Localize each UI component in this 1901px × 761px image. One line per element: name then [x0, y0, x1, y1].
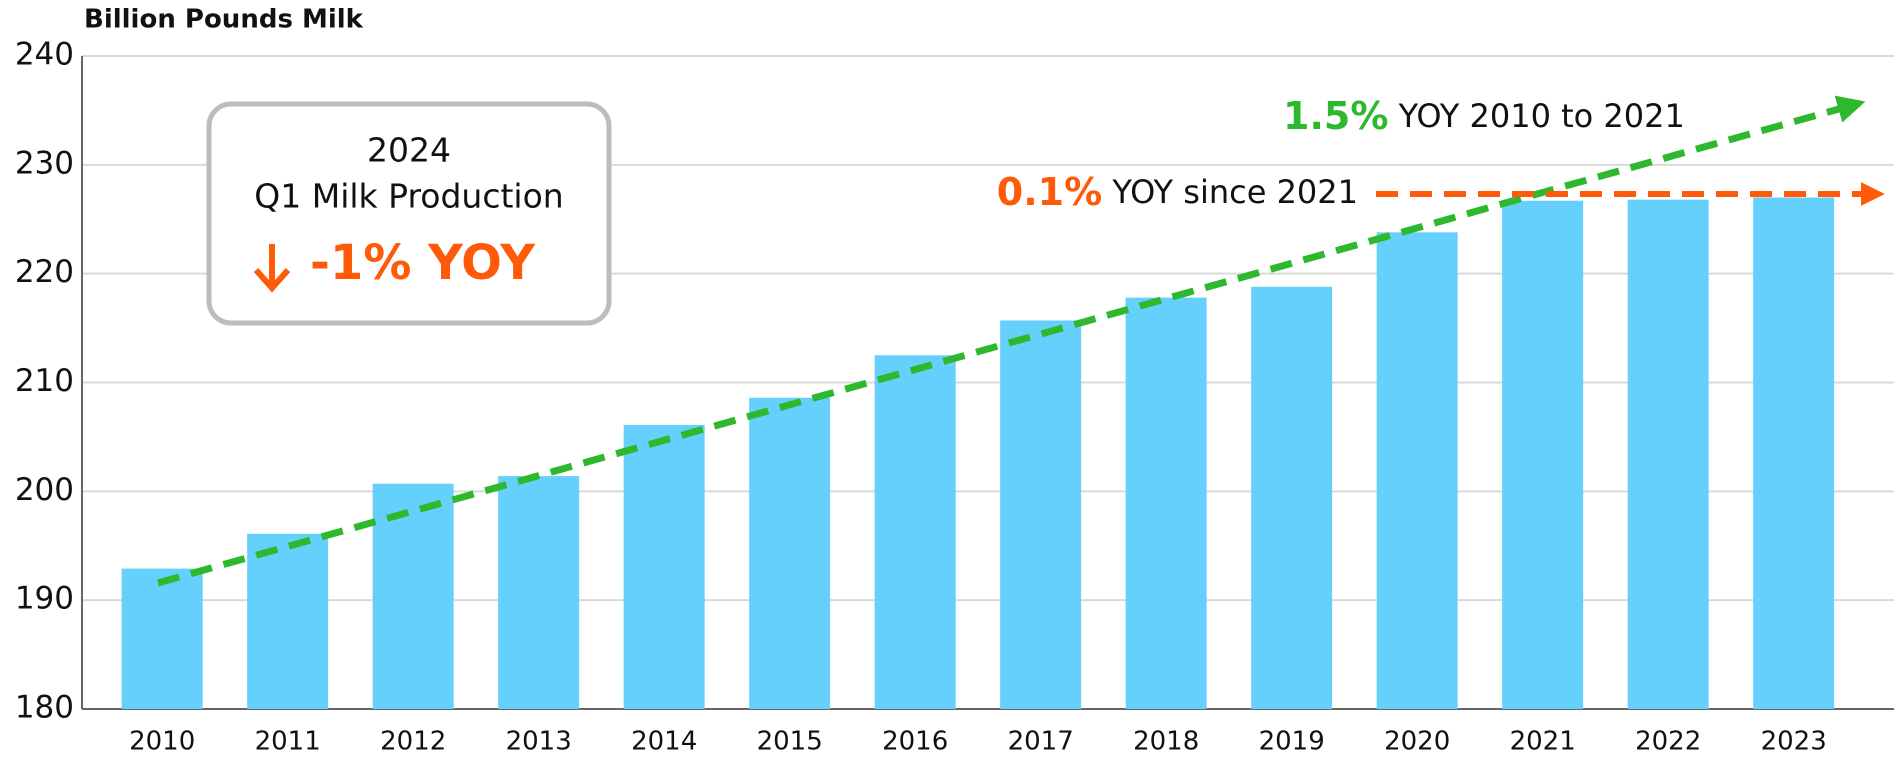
- trend-line: [157, 95, 1866, 587]
- y-tick-label: 240: [15, 37, 74, 73]
- callout-box: [206, 101, 612, 326]
- bar: [1502, 200, 1584, 709]
- x-tick-label: 2019: [1259, 727, 1325, 757]
- callout-change: -1% YOY: [310, 235, 536, 291]
- x-tick-label: 2012: [380, 727, 446, 757]
- bar: [1376, 232, 1458, 709]
- y-tick-label: 220: [15, 254, 74, 290]
- y-tick-label: 210: [15, 363, 74, 399]
- annotation: 0.1% YOY since 2021: [997, 170, 1358, 214]
- bar: [121, 568, 203, 709]
- down-arrow: [253, 244, 291, 293]
- x-tick-label: 2016: [882, 727, 948, 757]
- x-tick-label: 2015: [757, 727, 823, 757]
- x-tick-label: 2010: [129, 727, 195, 757]
- bar: [247, 533, 329, 709]
- annotation-text: YOY since 2021: [1111, 173, 1358, 211]
- annotation-text: YOY 2010 to 2021: [1398, 97, 1685, 135]
- callout-subtitle: Q1 Milk Production: [254, 177, 563, 216]
- x-tick-label: 2014: [631, 727, 697, 757]
- y-tick-label: 180: [15, 690, 74, 726]
- bar: [1753, 197, 1835, 709]
- x-tick-label: 2018: [1133, 727, 1199, 757]
- bar: [1125, 297, 1207, 709]
- x-tick-label: 2022: [1635, 727, 1701, 757]
- y-tick-label: 200: [15, 472, 74, 508]
- bar: [749, 397, 831, 709]
- y-tick-label: 230: [15, 145, 74, 181]
- x-tick-label: 2011: [255, 727, 321, 757]
- rate: 0.1%: [997, 170, 1102, 214]
- annotation: 1.5% YOY 2010 to 2021: [1283, 94, 1685, 138]
- bar: [874, 355, 956, 709]
- x-tick-label: 2021: [1510, 727, 1576, 757]
- bar: [1627, 199, 1709, 709]
- callout-year: 2024: [367, 131, 451, 170]
- y-tick-label: 190: [15, 581, 74, 617]
- bar: [623, 424, 705, 709]
- bar: [498, 476, 580, 709]
- bar: [1251, 286, 1333, 709]
- axis-title: Billion Pounds Milk: [84, 5, 364, 35]
- x-tick-label: 2020: [1384, 727, 1450, 757]
- x-tick-label: 2017: [1008, 727, 1074, 757]
- x-tick-label: 2023: [1761, 727, 1827, 757]
- x-tick-label: 2013: [506, 727, 572, 757]
- bar: [1000, 320, 1082, 709]
- bar: [372, 483, 454, 709]
- rate: 1.5%: [1283, 94, 1388, 138]
